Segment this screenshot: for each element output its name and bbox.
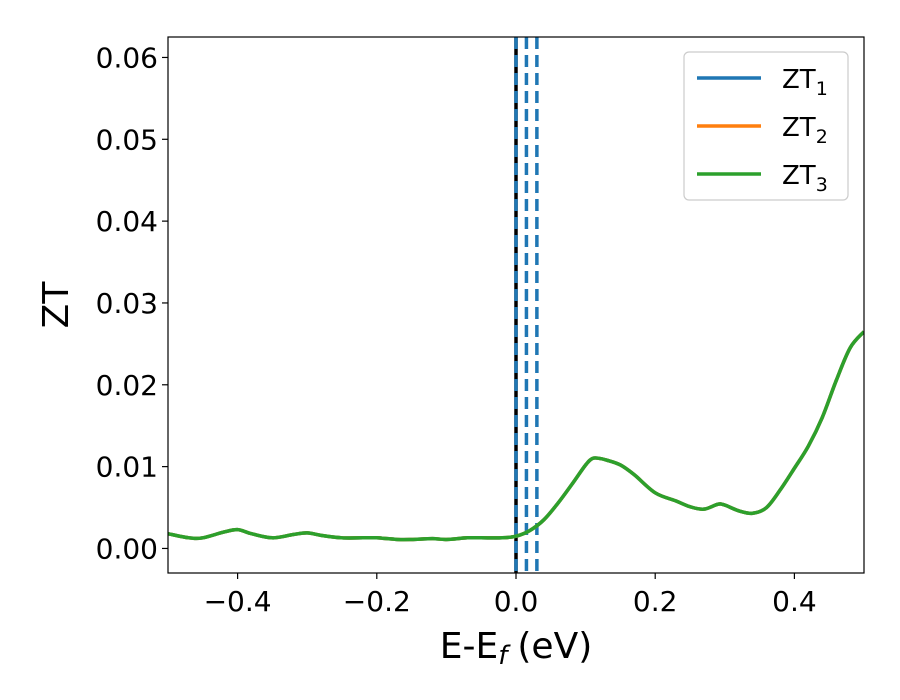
series-lines (168, 330, 864, 542)
legend-label-sub: 2 (816, 126, 828, 148)
y-tick-label: 0.01 (96, 451, 158, 484)
legend-box (683, 51, 849, 201)
y-tick-label: 0.03 (96, 287, 158, 320)
legend-label-zt2: ZT2 (782, 113, 828, 148)
x-axis-label-unit: (eV) (517, 626, 592, 667)
x-axis-label-sub: f (498, 641, 511, 671)
y-tick-label: 0.05 (96, 123, 158, 156)
x-axis-label-main: E-E (440, 626, 498, 667)
x-tick-label: −0.2 (343, 585, 411, 618)
y-tick-label: 0.02 (96, 369, 158, 402)
x-tick-label: −0.4 (204, 585, 272, 618)
y-tick-label: 0.00 (96, 532, 158, 565)
legend-label-main: ZT (782, 161, 816, 191)
x-axis-label: E-Ef (eV) (440, 626, 593, 671)
y-tick-label: 0.04 (96, 205, 158, 238)
x-tick-label: 0.2 (633, 585, 678, 618)
legend-label-zt3: ZT3 (782, 161, 828, 196)
legend-label-sub: 1 (816, 78, 828, 100)
legend-label-sub: 3 (816, 174, 828, 196)
y-axis-label: ZT (36, 281, 77, 329)
y-tick-label: 0.06 (96, 41, 158, 74)
x-tick-label: 0.4 (772, 585, 817, 618)
y-axis: 0.00 0.01 0.02 0.03 0.04 0.05 0.06 (96, 41, 168, 565)
legend-label-main: ZT (782, 113, 816, 143)
legend-label-main: ZT (782, 65, 816, 95)
reference-lines (514, 37, 539, 573)
legend-label-zt1: ZT1 (782, 65, 828, 100)
x-tick-label: 0.0 (494, 585, 539, 618)
series-line-zt3 (168, 330, 864, 542)
x-axis: −0.4 −0.2 0.0 0.2 0.4 (204, 573, 817, 618)
